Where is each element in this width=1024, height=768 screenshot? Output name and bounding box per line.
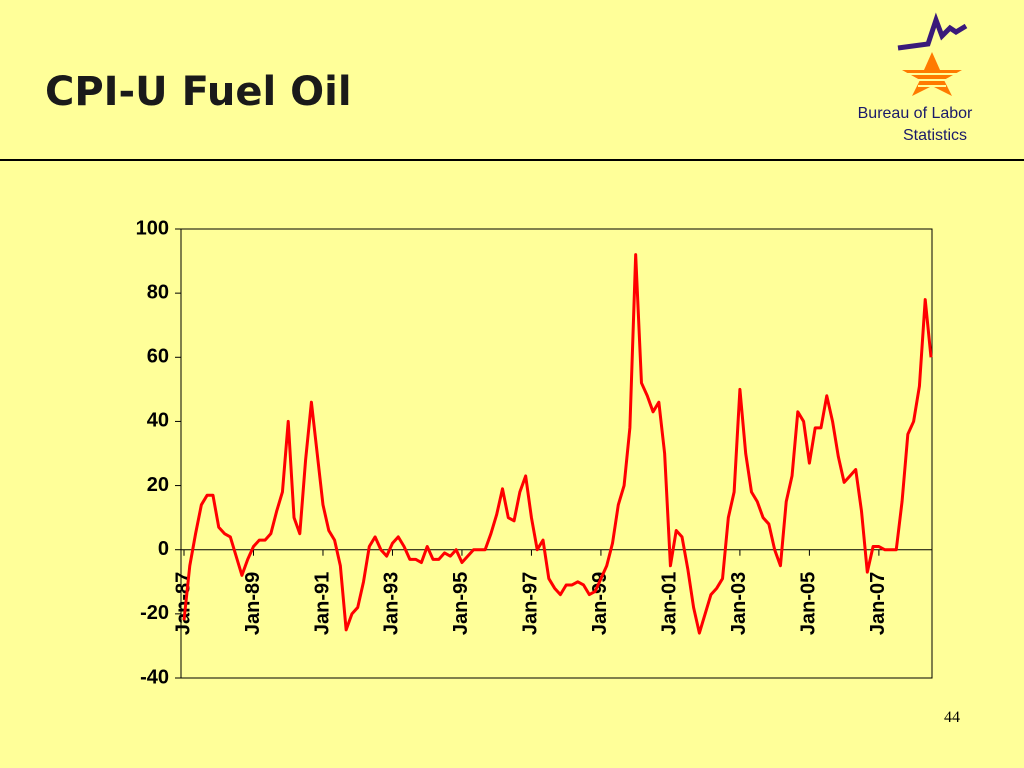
logo: Bureau of Labor Statistics (858, 12, 973, 144)
slide-title: CPI-U Fuel Oil (45, 69, 352, 115)
org-name: Statistics (903, 127, 967, 144)
y-tick-label: -20 (140, 602, 169, 624)
y-tick-label: 80 (147, 281, 169, 303)
x-tick-label: Jan-89 (242, 572, 264, 635)
logo-zigzag (897, 12, 968, 51)
x-tick-label: Jan-99 (589, 572, 611, 635)
data-line (182, 253, 933, 635)
page-number: 44 (944, 709, 960, 726)
x-tick-label: Jan-05 (798, 572, 820, 635)
y-tick-label: 20 (147, 474, 169, 496)
plot-frame (180, 228, 933, 679)
x-tick-label: Jan-91 (311, 572, 333, 635)
x-tick-label: Jan-93 (381, 572, 403, 635)
y-tick-label: 40 (147, 410, 169, 432)
y-tick-label: 100 (136, 217, 169, 239)
x-tick-label: Jan-07 (867, 572, 889, 635)
x-tick-label: Jan-03 (728, 572, 750, 635)
x-tick-label: Jan-97 (520, 572, 542, 635)
org-name: Bureau of Labor (858, 105, 973, 122)
y-tick-label: -40 (140, 666, 169, 688)
y-tick-label: 60 (147, 346, 169, 368)
x-tick-label: Jan-87 (172, 572, 194, 635)
x-tick-label: Jan-01 (659, 572, 681, 635)
y-tick-label: 0 (158, 538, 169, 560)
x-tick-label: Jan-95 (450, 572, 472, 635)
